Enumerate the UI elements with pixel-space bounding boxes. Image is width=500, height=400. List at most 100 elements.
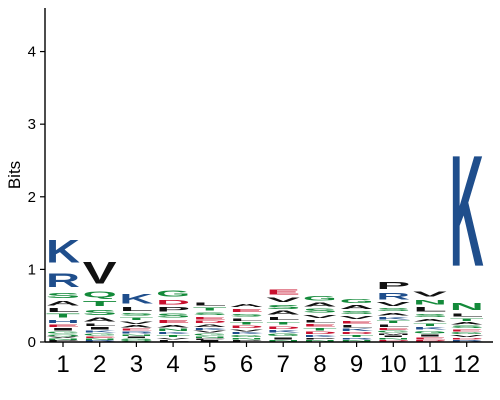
logo-letter-g: G: [83, 333, 117, 336]
logo-letter-d: D: [413, 340, 447, 342]
logo-letter-d: D: [340, 332, 374, 335]
x-tick-label: 8: [313, 351, 326, 378]
x-tick-label: 12: [453, 351, 480, 378]
x-tick-label: 5: [203, 351, 216, 378]
logo-letter-q: Q: [83, 291, 117, 300]
logo-letter-e: E: [230, 308, 264, 313]
logo-letter-a: A: [376, 312, 410, 316]
logo-letter-t: T: [376, 320, 410, 324]
logo-letter-g: G: [413, 330, 447, 334]
logo-letter-g: G: [450, 332, 484, 335]
x-tick-label: 7: [277, 351, 290, 378]
logo-letter-k: K: [83, 330, 117, 333]
x-tick-label: 10: [380, 351, 407, 378]
logo-letter-i: I: [46, 328, 80, 332]
logo-letter-l: L: [376, 324, 410, 328]
logo-letter-s: S: [83, 308, 117, 317]
logo-letter-k: K: [46, 233, 80, 270]
logo-letter-k: K: [340, 328, 374, 332]
logo-letter-k: K: [376, 317, 410, 321]
logo-letter-s: S: [303, 308, 337, 314]
logo-letter-l: L: [413, 306, 447, 313]
logo-letter-n: N: [193, 336, 227, 338]
logo-letter-s: S: [450, 325, 484, 329]
x-ticks: 1 2 3 4 5 6 7 8 9 10 11 12: [56, 342, 480, 378]
logo-letter-k: K: [119, 291, 153, 307]
logo-letter-l: L: [450, 312, 484, 317]
logo-letter-a: A: [156, 324, 190, 328]
logo-letter-n: N: [303, 340, 337, 342]
logo-letter-a: A: [119, 325, 153, 329]
logo-letter-l: L: [303, 319, 337, 323]
logo-letter-t: T: [413, 322, 447, 326]
logo-letter-e: E: [119, 328, 153, 331]
logo-letter-i: I: [376, 335, 410, 337]
logo-letter-a: A: [46, 300, 80, 307]
logo-letter-t: T: [303, 328, 337, 332]
logo-letter-v: V: [193, 330, 227, 333]
y-axis-title: Bits: [5, 161, 24, 189]
logo-letter-d: D: [193, 320, 227, 324]
logo-letter-r: R: [340, 338, 374, 340]
logo-letter-i: I: [266, 337, 300, 340]
logo-letter-p: P: [230, 340, 264, 342]
logo-letter-t: T: [46, 313, 80, 319]
x-tick-label: 3: [130, 351, 143, 378]
logo-letter-s: S: [46, 291, 80, 300]
logo-letter-g: G: [230, 335, 264, 338]
logo-letter-e: E: [156, 319, 190, 324]
logo-letter-t: T: [83, 299, 117, 308]
logo-letter-g: G: [266, 333, 300, 337]
logo-letter-d: D: [450, 338, 484, 340]
logo-letter-g: G: [303, 295, 337, 302]
logo-letter-l: L: [340, 325, 374, 329]
y-tick-label: 2: [28, 189, 36, 206]
logo-letter-g: G: [119, 338, 153, 340]
logo-letter-l: L: [83, 322, 117, 326]
logo-letter-d: D: [156, 299, 190, 306]
logo-letter-m: M: [376, 333, 410, 335]
logo-letter-l: L: [230, 317, 264, 321]
logo-letter-v: V: [46, 336, 80, 338]
logo-letter-g: G: [193, 333, 227, 336]
plot-area: PNVQGIEHTLASRKRNEGKILASTQVQGINREAVTSLKLV…: [46, 122, 484, 342]
x-tick-label: 11: [418, 351, 443, 378]
logo-letter-s: S: [340, 310, 374, 315]
logo-letter-n: N: [266, 340, 300, 342]
logo-letter-v: V: [119, 321, 153, 325]
logo-letter-g: G: [46, 331, 80, 334]
logo-letter-h: H: [46, 319, 80, 324]
logo-letter-e: E: [340, 320, 374, 324]
logo-letter-g: G: [156, 290, 190, 299]
logo-letter-q: Q: [119, 341, 153, 342]
logo-letter-n: N: [230, 338, 264, 340]
logo-letter-t: T: [230, 322, 264, 326]
logo-letter-e: E: [46, 324, 80, 328]
logo-letter-v: V: [230, 329, 264, 332]
logo-letter-v: V: [303, 314, 337, 319]
logo-letter-p: P: [46, 341, 80, 342]
logo-letter-t: T: [156, 335, 190, 338]
logo-letter-l: L: [266, 316, 300, 321]
y-tick-label: 0: [28, 334, 36, 351]
logo-letter-l: L: [156, 340, 190, 342]
logo-letter-l: L: [119, 306, 153, 312]
logo-letter-g: G: [340, 298, 374, 305]
x-tick-label: 6: [240, 351, 253, 378]
logo-letter-v: V: [266, 296, 300, 303]
logo-letter-e: E: [413, 337, 447, 340]
logo-letter-a: A: [340, 304, 374, 310]
logo-letter-p: P: [303, 338, 337, 340]
logo-letter-n: N: [156, 328, 190, 332]
logo-letter-t: T: [340, 335, 374, 338]
logo-letter-v: V: [156, 338, 190, 340]
logo-letter-k: K: [303, 335, 337, 338]
logo-letter-i: I: [119, 336, 153, 338]
logo-letter-a: A: [83, 317, 117, 323]
logo-letter-v: V: [450, 335, 484, 338]
logo-letter-k: K: [450, 122, 484, 300]
axes: [44, 8, 493, 343]
logo-letter-s: S: [266, 303, 300, 310]
